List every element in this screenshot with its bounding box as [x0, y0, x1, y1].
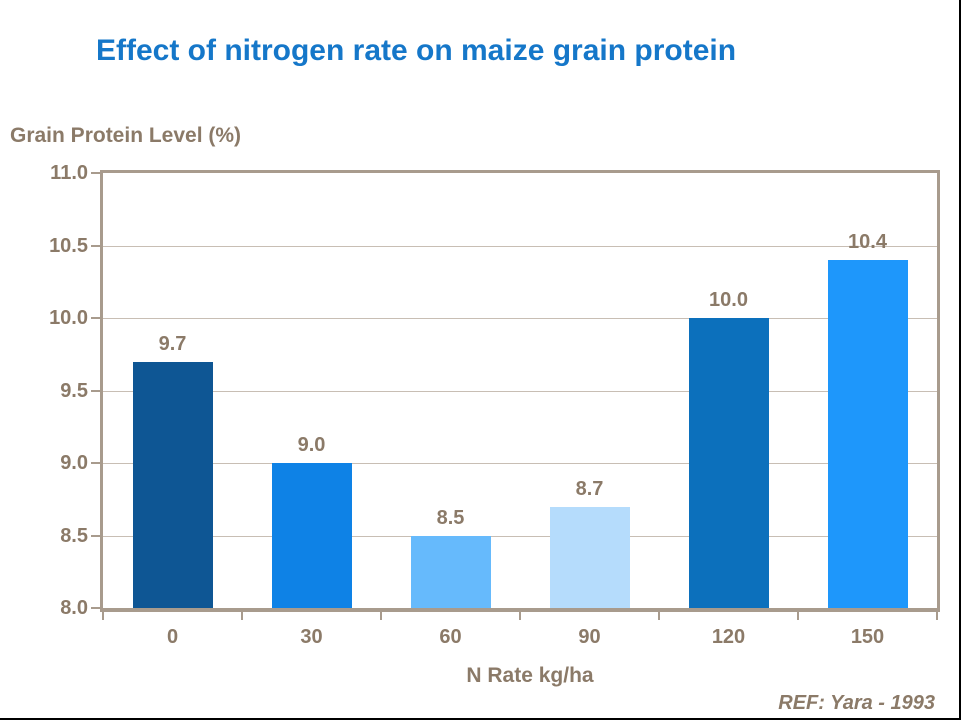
bar [271, 463, 352, 608]
y-tick-label: 11.0 [50, 162, 88, 184]
x-category-label: 120 [711, 626, 746, 648]
x-tick-mark [936, 612, 938, 620]
reference-note: REF: Yara - 1993 [778, 692, 935, 714]
x-tick-mark [797, 612, 799, 620]
gridline [103, 535, 937, 537]
chart-title: Effect of nitrogen rate on maize grain p… [96, 34, 737, 67]
bar-value-label: 9.0 [297, 434, 326, 456]
y-tick-label: 9.5 [60, 379, 88, 402]
x-tick-mark [380, 612, 382, 620]
x-category-label: 0 [166, 626, 179, 648]
y-tick-mark [91, 389, 100, 392]
y-tick-label: 8.5 [60, 524, 88, 547]
x-category-label: 30 [300, 626, 323, 648]
bar-value-label: 10.4 [848, 231, 887, 253]
y-tick-mark [91, 172, 100, 174]
y-tick-label: 9.0 [60, 452, 88, 474]
bar-value-label: 8.7 [575, 477, 604, 500]
bar [132, 361, 213, 608]
y-tick-mark [91, 462, 100, 464]
x-axis-title: N Rate kg/ha [466, 664, 594, 687]
x-tick-mark [102, 612, 104, 620]
gridline [103, 463, 937, 464]
x-tick-mark [519, 612, 521, 620]
y-tick-mark [91, 317, 100, 319]
gridline [103, 245, 937, 247]
x-tick-mark [658, 612, 660, 620]
bar [549, 506, 630, 608]
y-tick-label: 10.0 [49, 307, 88, 329]
bar-value-label: 8.5 [436, 506, 465, 529]
x-category-label: 90 [578, 626, 601, 648]
x-tick-mark [241, 612, 243, 620]
x-category-label: 150 [850, 626, 885, 648]
y-tick-label: 10.5 [49, 234, 88, 257]
x-category-label: 60 [439, 626, 462, 648]
bar-value-label: 9.7 [158, 332, 187, 355]
plot-area: 9.7 9.0 8.5 8.7 10.0 10.4 [100, 170, 940, 612]
y-axis-title: Grain Protein Level (%) [10, 124, 242, 147]
bar-value-label: 10.0 [709, 289, 748, 311]
plot-inner: 9.7 9.0 8.5 8.7 10.0 10.4 [103, 173, 937, 608]
y-tick-mark [91, 534, 100, 537]
y-tick-mark [91, 607, 100, 609]
bar [410, 535, 491, 608]
bar [827, 260, 908, 608]
y-tick-mark [91, 244, 100, 247]
bar [688, 318, 769, 608]
gridline [103, 318, 937, 319]
y-tick-label: 8.0 [60, 597, 88, 619]
gridline [103, 390, 937, 392]
